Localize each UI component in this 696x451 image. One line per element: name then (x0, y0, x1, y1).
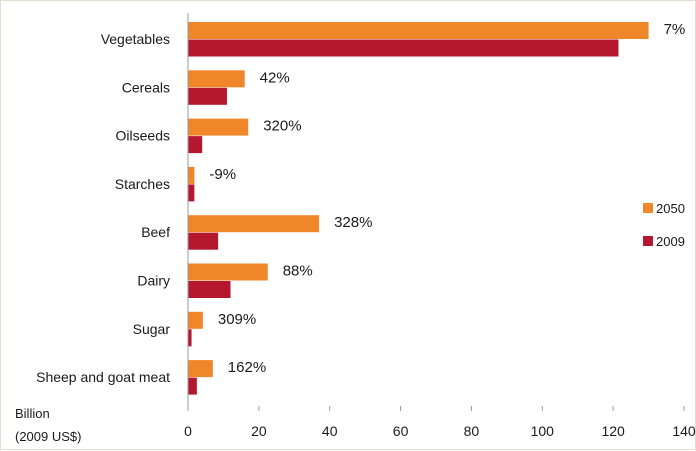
category-label-oilseeds: Oilseeds (116, 128, 170, 144)
bar-2050-starches (188, 166, 195, 184)
bar-2050-oilseeds (188, 118, 249, 136)
bar-2009-starches (188, 184, 195, 202)
x-tick-label: 120 (601, 423, 625, 439)
x-axis-ticks: 0 20 40 60 80 100 120 140 (184, 406, 696, 439)
legend: 2050 2009 (643, 201, 685, 249)
x-tick-label: 40 (322, 423, 338, 439)
change-label-beef: 328% (334, 214, 372, 231)
legend-label-2050: 2050 (656, 201, 685, 216)
change-label-vegetables: 7% (664, 21, 686, 38)
category-label-starches: Starches (115, 176, 170, 192)
category-label-dairy: Dairy (137, 273, 170, 289)
bar-2009-sugar (188, 329, 192, 347)
change-label-starches: -9% (209, 166, 236, 183)
category-label-vegetables: Vegetables (101, 31, 170, 47)
category-label-cereals: Cereals (122, 79, 170, 95)
bar-2009-vegetables (188, 39, 619, 57)
bar-2050-dairy (188, 263, 268, 281)
bars-layer (188, 22, 649, 395)
bar-2009-cereals (188, 87, 227, 105)
bar-2050-beef (188, 215, 320, 233)
change-label-sugar: 309% (218, 311, 256, 328)
bar-2009-oilseeds (188, 136, 203, 154)
bar-2050-cereals (188, 70, 245, 88)
legend-swatch-2009 (643, 236, 653, 246)
x-tick-label: 80 (464, 423, 480, 439)
labels-layer: Vegetables 7% Cereals 42% Oilseeds 320% Starch… (36, 21, 685, 385)
change-label-dairy: 88% (283, 263, 313, 280)
bar-2009-dairy (188, 281, 231, 298)
bar-2050-sugar (188, 311, 203, 329)
x-tick-label: 0 (184, 423, 192, 439)
bar-2009-sheep-and-goat-meat (188, 377, 197, 395)
change-label-cereals: 42% (260, 69, 290, 86)
category-label-sugar: Sugar (133, 321, 171, 337)
legend-swatch-2050 (643, 203, 653, 213)
x-axis-title-line2: (2009 US$) (15, 429, 81, 444)
change-label-oilseeds: 320% (263, 118, 301, 135)
bar-2050-vegetables (188, 22, 649, 39)
category-label-sheep-and-goat-meat: Sheep and goat meat (36, 369, 170, 385)
change-label-sheep-and-goat-meat: 162% (228, 359, 266, 376)
x-axis-title-line1: Billion (15, 406, 50, 421)
x-tick-label: 140 (672, 423, 696, 439)
legend-label-2009: 2009 (656, 234, 685, 249)
x-tick-label: 20 (251, 423, 267, 439)
bar-2050-sheep-and-goat-meat (188, 360, 213, 378)
category-label-beef: Beef (141, 224, 170, 240)
x-tick-label: 100 (531, 423, 555, 439)
x-tick-label: 60 (393, 423, 409, 439)
bar-2009-beef (188, 232, 219, 250)
